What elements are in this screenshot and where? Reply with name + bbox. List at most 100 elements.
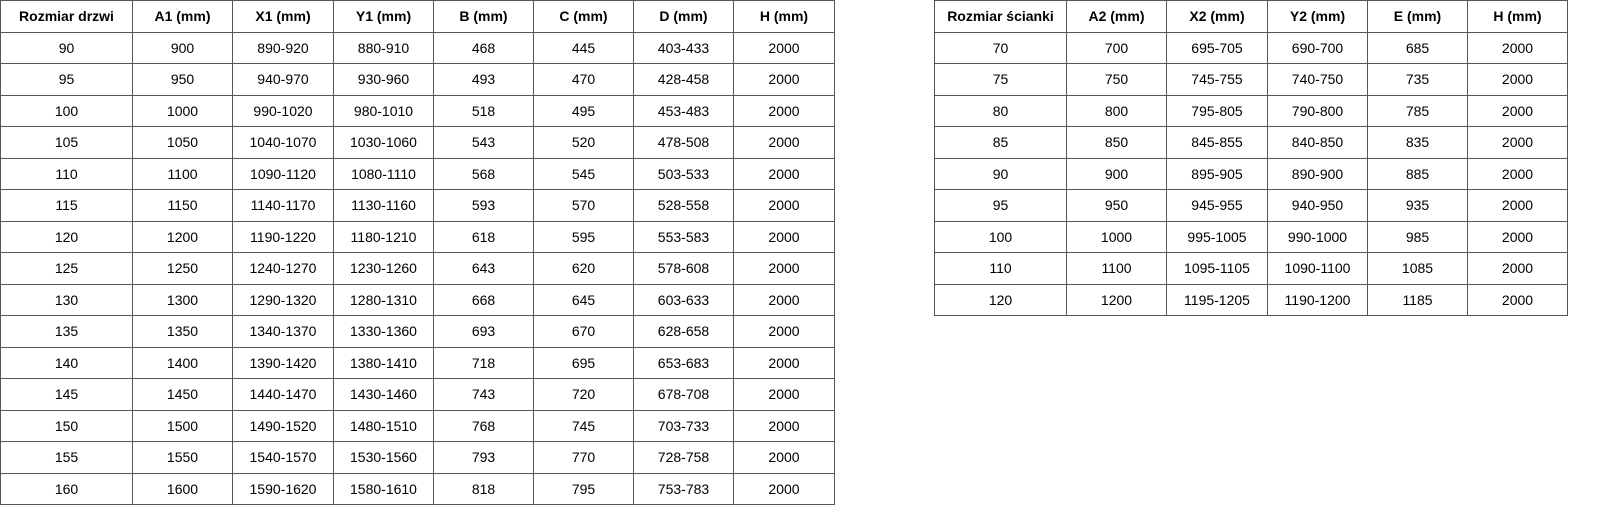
table-cell: 885 bbox=[1367, 157, 1468, 190]
table-cell: 478-508 bbox=[633, 126, 734, 159]
table-cell: 890-920 bbox=[232, 31, 334, 64]
table-cell: 1250 bbox=[132, 252, 233, 285]
table-cell: 850 bbox=[1066, 126, 1167, 159]
table-cell: 1590-1620 bbox=[232, 472, 334, 505]
table-cell: 100 bbox=[0, 94, 133, 127]
table-cell: 2000 bbox=[733, 126, 835, 159]
table-cell: 1050 bbox=[132, 126, 233, 159]
table-cell: 470 bbox=[533, 63, 634, 96]
table-row: 150 1500 1490-1520 1480-1510 768 745 703-733 20… bbox=[0, 409, 835, 442]
table-cell: 785 bbox=[1367, 94, 1468, 127]
table-cell: 703-733 bbox=[633, 409, 734, 442]
table-cell: 135 bbox=[0, 315, 133, 348]
header-cell: Rozmiar ścianki bbox=[934, 0, 1067, 33]
table-cell: 2000 bbox=[1467, 283, 1568, 316]
table-cell: 518 bbox=[433, 94, 534, 127]
table-cell: 403-433 bbox=[633, 31, 734, 64]
table-cell: 1440-1470 bbox=[232, 378, 334, 411]
table-row: 95 950 945-955 940-950 935 2000 bbox=[934, 189, 1568, 222]
table-cell: 940-970 bbox=[232, 63, 334, 96]
table-row: 140 1400 1390-1420 1380-1410 718 695 653-683 20… bbox=[0, 346, 835, 379]
table-cell: 75 bbox=[934, 63, 1067, 96]
header-cell: H (mm) bbox=[733, 0, 835, 33]
table-cell: 2000 bbox=[1467, 220, 1568, 253]
table-cell: 160 bbox=[0, 472, 133, 505]
table-cell: 1280-1310 bbox=[333, 283, 434, 316]
table-cell: 718 bbox=[433, 346, 534, 379]
table-cell: 620 bbox=[533, 252, 634, 285]
table-cell: 895-905 bbox=[1166, 157, 1268, 190]
table-cell: 1290-1320 bbox=[232, 283, 334, 316]
table-row: 115 1150 1140-1170 1130-1160 593 570 528-558 20… bbox=[0, 189, 835, 222]
table-cell: 720 bbox=[533, 378, 634, 411]
table-cell: 1450 bbox=[132, 378, 233, 411]
table-cell: 595 bbox=[533, 220, 634, 253]
table-row: 95 950 940-970 930-960 493 470 428-458 2000 bbox=[0, 63, 835, 96]
table-row: 105 1050 1040-1070 1030-1060 543 520 478-508 20… bbox=[0, 126, 835, 159]
table-cell: 1185 bbox=[1367, 283, 1468, 316]
table-cell: 2000 bbox=[1467, 189, 1568, 222]
table-cell: 1390-1420 bbox=[232, 346, 334, 379]
table-cell: 95 bbox=[934, 189, 1067, 222]
table-cell: 528-558 bbox=[633, 189, 734, 222]
table-cell: 900 bbox=[132, 31, 233, 64]
table-cell: 85 bbox=[934, 126, 1067, 159]
table-cell: 1180-1210 bbox=[333, 220, 434, 253]
table-cell: 125 bbox=[0, 252, 133, 285]
table-cell: 643 bbox=[433, 252, 534, 285]
table-cell: 2000 bbox=[733, 409, 835, 442]
table-cell: 2000 bbox=[1467, 63, 1568, 96]
table-cell: 468 bbox=[433, 31, 534, 64]
table-cell: 1340-1370 bbox=[232, 315, 334, 348]
table-cell: 1150 bbox=[132, 189, 233, 222]
table-cell: 900 bbox=[1066, 157, 1167, 190]
table-row: 110 1100 1090-1120 1080-1110 568 545 503-533 20… bbox=[0, 157, 835, 190]
table-cell: 740-750 bbox=[1267, 63, 1368, 96]
table-cell: 95 bbox=[0, 63, 133, 96]
table-cell: 150 bbox=[0, 409, 133, 442]
table-cell: 2000 bbox=[733, 346, 835, 379]
table-cell: 578-608 bbox=[633, 252, 734, 285]
table-cell: 553-583 bbox=[633, 220, 734, 253]
table-cell: 990-1000 bbox=[1267, 220, 1368, 253]
table-cell: 105 bbox=[0, 126, 133, 159]
table-cell: 745-755 bbox=[1166, 63, 1268, 96]
table-row: 90 900 895-905 890-900 885 2000 bbox=[934, 157, 1568, 190]
table-cell: 735 bbox=[1367, 63, 1468, 96]
table-row: 75 750 745-755 740-750 735 2000 bbox=[934, 63, 1568, 96]
table-cell: 795-805 bbox=[1166, 94, 1268, 127]
table-cell: 130 bbox=[0, 283, 133, 316]
table-cell: 818 bbox=[433, 472, 534, 505]
table-cell: 1200 bbox=[132, 220, 233, 253]
table-cell: 2000 bbox=[733, 441, 835, 474]
table-cell: 453-483 bbox=[633, 94, 734, 127]
table-row: 130 1300 1290-1320 1280-1310 668 645 603-633 20… bbox=[0, 283, 835, 316]
table-cell: 1430-1460 bbox=[333, 378, 434, 411]
table-cell: 750 bbox=[1066, 63, 1167, 96]
table-cell: 2000 bbox=[733, 378, 835, 411]
table-cell: 2000 bbox=[733, 220, 835, 253]
table-cell: 2000 bbox=[733, 315, 835, 348]
table-cell: 1090-1120 bbox=[232, 157, 334, 190]
table-cell: 1195-1205 bbox=[1166, 283, 1268, 316]
table-cell: 568 bbox=[433, 157, 534, 190]
table-row: 80 800 795-805 790-800 785 2000 bbox=[934, 94, 1568, 127]
header-cell: X1 (mm) bbox=[232, 0, 334, 33]
table-cell: 90 bbox=[0, 31, 133, 64]
table-cell: 140 bbox=[0, 346, 133, 379]
header-cell: B (mm) bbox=[433, 0, 534, 33]
table-cell: 1490-1520 bbox=[232, 409, 334, 442]
table-cell: 1350 bbox=[132, 315, 233, 348]
table-cell: 2000 bbox=[733, 63, 835, 96]
door-size-table: Rozmiar drzwi A1 (mm) X1 (mm) Y1 (mm) B (mm)… bbox=[0, 0, 835, 505]
table-cell: 845-855 bbox=[1166, 126, 1268, 159]
table-cell: 835 bbox=[1367, 126, 1468, 159]
table-cell: 790-800 bbox=[1267, 94, 1368, 127]
table-cell: 990-1020 bbox=[232, 94, 334, 127]
table-cell: 695 bbox=[533, 346, 634, 379]
table-row: 90 900 890-920 880-910 468 445 403-433 2000 bbox=[0, 31, 835, 64]
table-row: 135 1350 1340-1370 1330-1360 693 670 628-658 20… bbox=[0, 315, 835, 348]
table-cell: 1130-1160 bbox=[333, 189, 434, 222]
table-cell: 1500 bbox=[132, 409, 233, 442]
table-cell: 1140-1170 bbox=[232, 189, 334, 222]
